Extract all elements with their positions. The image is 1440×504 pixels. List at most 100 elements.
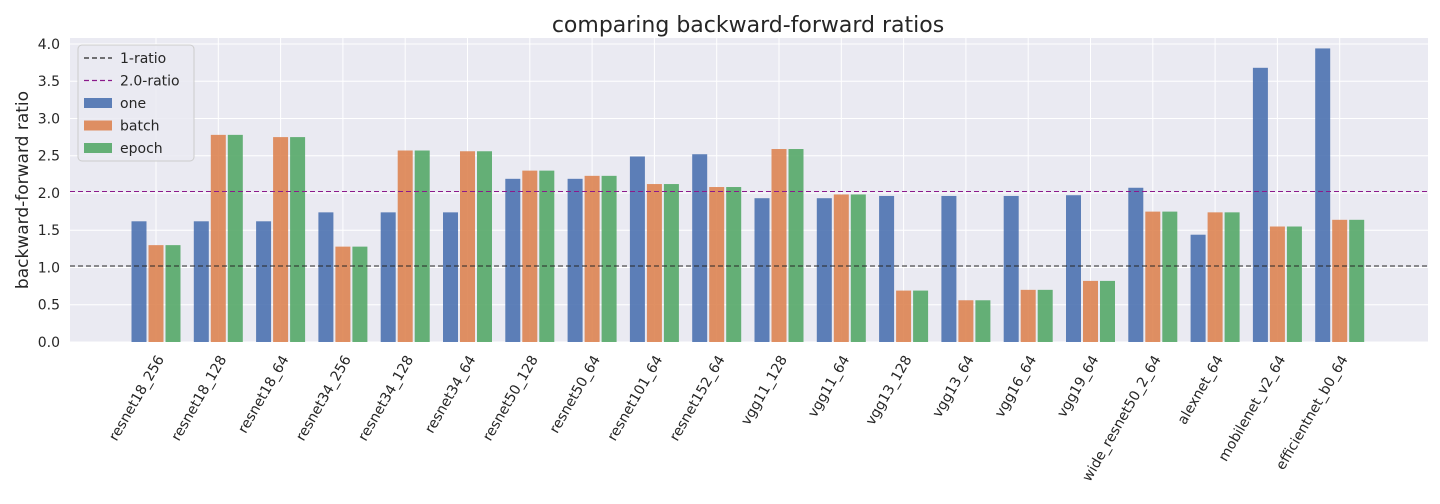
bar-one [629,156,645,342]
bar-epoch [1224,212,1240,342]
bar-epoch [601,175,617,342]
bar-one [754,198,770,342]
x-tick-label: resnet34_128 [355,353,417,444]
x-tick-label: mobilenet_v2_64 [1216,353,1290,465]
bar-epoch [290,137,306,342]
legend-label: one [120,96,146,112]
bar-one [380,212,396,342]
bar-batch [148,245,164,342]
legend-box [77,44,195,162]
bar-epoch [165,245,181,342]
bar-batch [1332,219,1348,342]
legend-label: 2.0-ratio [120,74,180,90]
x-tick-label: efficientnet_b0_64 [1273,353,1352,473]
bar-one [131,221,147,342]
x-axis-ticks: resnet18_256 resnet18_128 resnet18_64 resne… [106,353,1352,485]
bar-one [1003,195,1019,342]
bar-batch [460,151,475,342]
bar-one [256,221,272,342]
bar-batch [1269,226,1285,342]
bar-one [1252,67,1268,342]
bar-one [1190,234,1206,342]
x-tick-label: resnet101_64 [605,353,667,444]
x-tick-label: resnet152_64 [667,353,729,444]
x-tick-label: vgg11_128 [738,353,791,428]
x-tick-label: alexnet_64 [1175,353,1227,428]
x-tick-label: resnet50_128 [480,353,542,444]
bar-batch [709,187,725,342]
chart-title: comparing backward-forward ratios [552,13,944,38]
y-tick-label: 1.5 [38,223,60,239]
bar-one [879,195,895,342]
bar-batch [771,149,787,342]
bar-batch [1020,289,1036,342]
y-tick-label: 3.5 [38,74,60,90]
bar-batch [584,175,600,342]
bar-batch [1207,212,1223,342]
x-tick-label: resnet18_128 [168,353,230,444]
x-tick-label: vgg11_64 [805,353,853,421]
bar-epoch [726,187,742,342]
bar-one [692,154,708,342]
x-tick-label: resnet50_64 [547,353,604,436]
y-axis-label: backward-forward ratio [13,91,33,289]
bar-batch [833,194,849,342]
bar-epoch [1286,226,1302,342]
bar-epoch [1162,211,1178,342]
bar-one [318,212,334,342]
legend-label: batch [120,119,160,135]
x-tick-label: resnet18_64 [235,353,292,436]
x-tick-label: vgg19_64 [1054,353,1102,421]
legend-label: 1-ratio [120,51,166,67]
bar-batch [646,184,662,342]
x-tick-label: vgg16_64 [992,353,1040,421]
bar-one [1066,195,1081,342]
bar-one [816,198,832,342]
bar-one [443,212,458,342]
bar-epoch [1037,289,1053,342]
bar-epoch [913,290,929,342]
bar-epoch [352,246,368,342]
y-tick-label: 1.0 [38,260,60,276]
legend-patch-marker [84,143,112,153]
y-tick-label: 0.5 [38,298,60,314]
y-tick-label: 2.0 [38,186,60,202]
bar-epoch [975,300,991,342]
bar-batch [1145,211,1161,342]
legend-label: epoch [120,141,163,157]
y-axis-ticks: 0.0 0.5 1.0 1.5 2.0 2.5 3.0 3.5 4.0 [38,37,60,351]
bar-epoch [227,134,243,342]
legend-patch-marker [84,98,112,108]
bar-epoch [663,184,679,342]
bar-batch [522,170,538,342]
y-tick-label: 4.0 [38,37,60,53]
y-tick-label: 3.0 [38,111,60,127]
bar-epoch [539,170,555,342]
bar-epoch [1349,219,1365,342]
bar-batch [1083,280,1098,342]
bar-epoch [414,150,430,342]
bar-one [941,195,957,342]
x-tick-label: vgg13_128 [863,353,916,428]
x-tick-label: resnet34_64 [422,353,479,436]
x-tick-label: resnet18_256 [106,353,168,444]
bar-epoch [477,151,492,342]
bar-epoch [788,149,804,342]
y-tick-label: 0.0 [38,335,60,351]
bar-batch [397,150,413,342]
bar-epoch [1100,280,1115,342]
reference-lines [70,190,1428,267]
bar-one [567,178,583,342]
bar-batch [210,134,226,342]
bar-one [1128,187,1144,342]
y-tick-label: 2.5 [38,149,60,165]
bar-epoch [850,194,866,342]
bar-one [1315,48,1331,343]
bars [131,48,1365,343]
x-tick-label: resnet34_256 [293,353,355,444]
x-tick-label: vgg13_64 [930,353,978,421]
bar-batch [896,290,912,342]
bar-one [193,221,209,342]
legend-patch-marker [84,120,112,131]
